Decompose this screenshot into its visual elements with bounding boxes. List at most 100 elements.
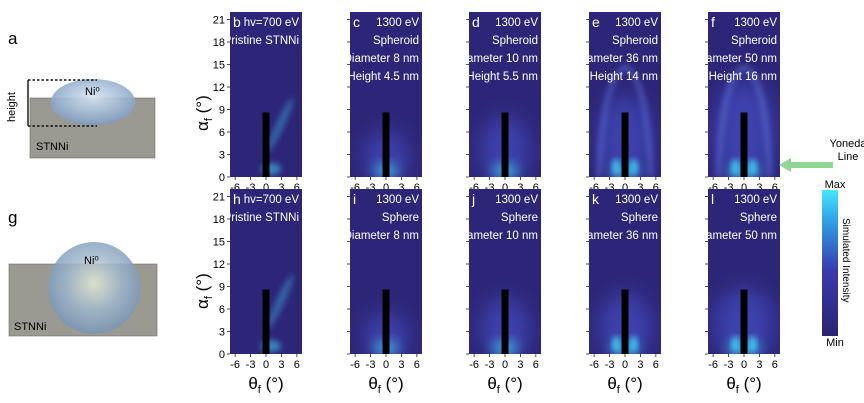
x-tick-label: -3 xyxy=(246,359,256,371)
x-tick-label: -6 xyxy=(589,182,599,194)
x-axis-label: θf (°) xyxy=(726,374,761,396)
y-tick-label: 18 xyxy=(213,37,225,49)
panel-annotation: Spheroid xyxy=(731,35,777,47)
x-tick-label: -3 xyxy=(605,359,615,371)
x-tick-label: -6 xyxy=(589,359,599,371)
y-tick-label: 9 xyxy=(219,105,225,117)
y-tick-label: 15 xyxy=(213,60,225,72)
ni-label-bottom: Ni⁰ xyxy=(84,255,99,267)
x-tick-label: -3 xyxy=(485,182,495,194)
x-axis-label: θf (°) xyxy=(607,374,642,396)
ni-spheroid xyxy=(51,79,135,125)
panel-annotation: Sphere xyxy=(740,212,777,224)
beamstop xyxy=(740,112,748,177)
x-tick-label: 0 xyxy=(741,182,747,194)
beamstop xyxy=(621,289,629,354)
y-tick-label: 6 xyxy=(219,127,225,139)
stnni-label-top: STNNi xyxy=(36,141,68,153)
gisaxs-panel-c: c 1300 eV Spheroid Diameter 8 nm Height 4.5 … xyxy=(344,12,422,219)
panel-annotation: Spheroid xyxy=(492,35,538,47)
x-tick-label: -3 xyxy=(246,182,256,194)
y-tick-label: 3 xyxy=(219,327,225,339)
x-tick-label: 3 xyxy=(517,359,523,371)
panel-annotation: Diameter 50 nm xyxy=(695,230,777,242)
panel-label-g: g xyxy=(8,208,17,227)
panel-annotation: 1300 eV xyxy=(734,17,777,29)
x-tick-label: -3 xyxy=(485,359,495,371)
x-tick-label: 0 xyxy=(263,182,269,194)
x-tick-label: -3 xyxy=(366,359,376,371)
y-tick-label: 21 xyxy=(213,192,225,204)
yoneda-annotation: Yoneda Line xyxy=(779,138,864,172)
x-tick-label: -3 xyxy=(366,182,376,194)
gisaxs-panel-j: j 1300 eV Sphere Diameter 10 nm -6 -3 0 3 6 θf (°… xyxy=(456,189,541,396)
y-tick-label: 15 xyxy=(213,237,225,249)
panel-annotation: 1300 eV xyxy=(495,17,538,29)
panel-annotation: Height 14 nm xyxy=(590,71,658,83)
x-tick-label: 0 xyxy=(383,359,389,371)
panel-annotation: Height 5.5 nm xyxy=(466,71,538,83)
beamstop xyxy=(262,112,270,177)
yoneda-peak-right xyxy=(750,159,756,175)
stnni-label-bottom: STNNi xyxy=(14,321,46,333)
x-tick-label: 6 xyxy=(533,182,539,194)
panel-annotation: Sphere xyxy=(382,212,419,224)
x-tick-label: -6 xyxy=(230,359,240,371)
y-tick-label: 6 xyxy=(219,304,225,316)
panel-annotation: Height 4.5 nm xyxy=(347,71,419,83)
panel-letter: k xyxy=(592,191,600,207)
panel-annotation: Diameter 10 nm xyxy=(456,230,538,242)
x-tick-label: -6 xyxy=(708,359,718,371)
x-tick-label: -3 xyxy=(724,182,734,194)
colorbar: Max Min Simulated Intensity xyxy=(822,179,851,349)
y-tick-label: 0 xyxy=(219,349,225,361)
x-tick-label: -6 xyxy=(350,359,360,371)
x-tick-label: -3 xyxy=(724,359,734,371)
panel-annotation: Pristine STNNi xyxy=(224,35,299,47)
ni-label-top: Ni⁰ xyxy=(85,86,100,98)
x-tick-label: 6 xyxy=(653,182,659,194)
scatter-streak xyxy=(266,97,294,153)
panel-annotation: Spheroid xyxy=(612,35,658,47)
panel-annotation: 1300 eV xyxy=(615,194,658,206)
panel-annotation: Diameter 50 nm xyxy=(695,53,777,65)
y-tick-label: 12 xyxy=(213,82,225,94)
x-tick-label: 6 xyxy=(653,359,659,371)
x-tick-label: -6 xyxy=(350,182,360,194)
yoneda-label-line1: Yoneda xyxy=(830,138,864,150)
panel-annotation: 1300 eV xyxy=(495,194,538,206)
panel-annotation: Diameter 8 nm xyxy=(344,53,419,65)
panel-letter: f xyxy=(711,14,715,30)
beamstop xyxy=(740,289,748,354)
scatter-streak xyxy=(266,274,294,330)
x-tick-label: 3 xyxy=(398,182,404,194)
x-axis-label: θf (°) xyxy=(368,374,403,396)
yoneda-peak-left xyxy=(613,336,619,352)
beamstop xyxy=(262,289,270,354)
y-tick-label: 21 xyxy=(213,15,225,27)
yoneda-arrow xyxy=(779,158,833,172)
beamstop xyxy=(621,112,629,177)
panel-annotation: Diameter 10 nm xyxy=(456,53,538,65)
beamstop xyxy=(501,112,509,177)
x-tick-label: 6 xyxy=(294,182,300,194)
x-tick-label: 3 xyxy=(517,182,523,194)
gisaxs-panel-i: i 1300 eV Sphere Diameter 8 nm -6 -3 0 3 6 θf (°) xyxy=(344,189,422,396)
panel-letter: c xyxy=(353,14,360,30)
x-tick-label: 0 xyxy=(622,359,628,371)
y-tick-label: 12 xyxy=(213,259,225,271)
panel-annotation: Diameter 36 nm xyxy=(576,53,658,65)
gisaxs-panel-l: l 1300 eV Sphere Diameter 50 nm -6 -3 0 3 6 θf (°… xyxy=(695,189,780,396)
panel-annotation: Diameter 8 nm xyxy=(344,230,419,242)
x-tick-label: -3 xyxy=(605,182,615,194)
x-tick-label: 6 xyxy=(414,182,420,194)
x-axis-label: θf (°) xyxy=(487,374,522,396)
yoneda-peak-left xyxy=(732,159,738,175)
yoneda-peak-right xyxy=(631,159,637,175)
x-tick-label: -6 xyxy=(708,182,718,194)
x-tick-label: 6 xyxy=(294,359,300,371)
y-tick-label: 0 xyxy=(219,172,225,184)
yoneda-peak-right xyxy=(631,336,637,352)
